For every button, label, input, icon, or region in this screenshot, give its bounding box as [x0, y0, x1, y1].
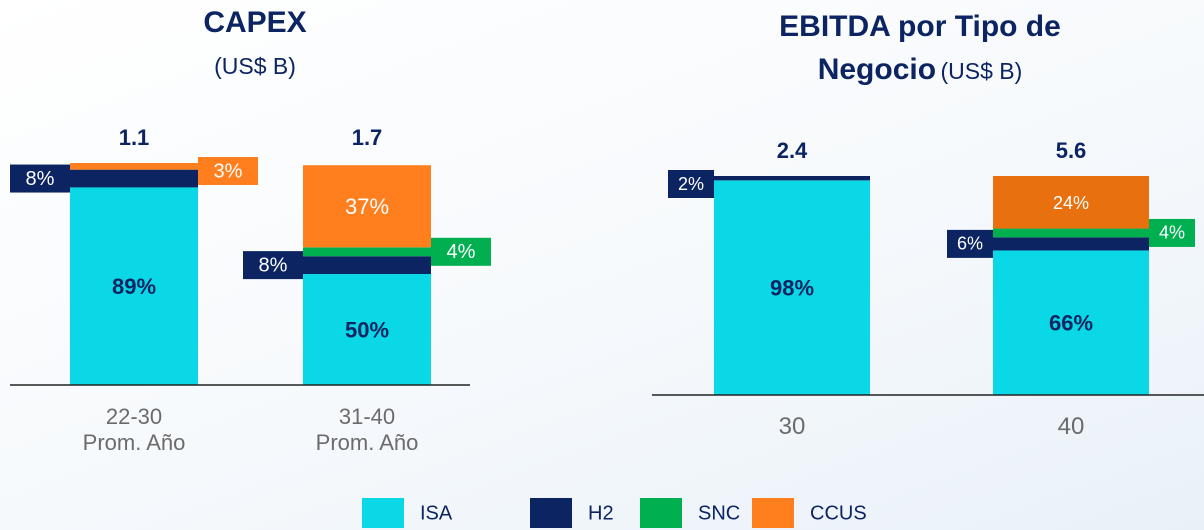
data-label: 2% — [678, 174, 704, 194]
chart-subtitle: (US$ B) — [214, 53, 296, 79]
data-label-box — [947, 229, 993, 258]
data-label-box — [243, 251, 303, 280]
legend-label: H2 — [588, 502, 614, 524]
total-label: 1.7 — [352, 125, 383, 150]
data-label-box — [198, 157, 258, 185]
legend-swatch — [640, 498, 682, 528]
bar-segment — [993, 250, 1149, 395]
data-label: 6% — [957, 234, 983, 254]
total-label: 1.1 — [119, 125, 150, 150]
title-block: CAPEX (US$ B) — [140, 4, 370, 89]
bar-segment — [70, 187, 198, 385]
data-label-box — [668, 170, 714, 198]
bar-segment — [303, 274, 431, 385]
x-tick-label: 30 — [779, 413, 806, 440]
data-label: 3% — [214, 160, 243, 182]
bar-segment — [714, 180, 870, 395]
chart-title: CAPEX — [203, 6, 307, 39]
bar-segment — [70, 169, 198, 188]
chart-title: EBITDA por Tipo de Negocio — [779, 10, 1061, 86]
title-block: EBITDA por Tipo de Negocio (US$ B) — [770, 8, 1070, 94]
legend-swatch — [362, 498, 404, 528]
data-label: 4% — [447, 241, 476, 263]
data-label-box — [1149, 218, 1195, 247]
legend-swatch — [530, 498, 572, 528]
bar-segment — [993, 228, 1149, 238]
bar-segment — [993, 237, 1149, 251]
total-label: 5.6 — [1056, 138, 1087, 163]
data-label: 24% — [1053, 193, 1089, 213]
x-tick-label: 40 — [1058, 413, 1085, 440]
data-label: 8% — [26, 168, 55, 190]
bar-segment — [714, 176, 870, 181]
legend-label: ISA — [420, 502, 453, 524]
bar-segment — [303, 247, 431, 257]
data-label-box — [431, 237, 491, 266]
bar-segment — [303, 256, 431, 274]
data-label: 98% — [770, 276, 814, 301]
data-label-box — [10, 164, 70, 193]
legend-label: CCUS — [810, 502, 867, 524]
x-tick-label: 22-30 Prom. Año — [83, 404, 186, 455]
legend-swatch — [752, 498, 794, 528]
data-label: 50% — [345, 317, 389, 342]
bar-segment — [303, 165, 431, 248]
legend-label: SNC — [698, 502, 740, 524]
bar-segment — [70, 163, 198, 170]
x-tick-label: 31-40 Prom. Año — [316, 404, 419, 455]
data-label: 4% — [1159, 223, 1185, 243]
bar-segment — [993, 176, 1149, 229]
total-label: 2.4 — [777, 138, 808, 163]
data-label: 8% — [259, 254, 288, 276]
chart-subtitle: (US$ B) — [940, 58, 1023, 84]
data-label: 37% — [345, 194, 389, 219]
data-label: 89% — [112, 274, 156, 299]
data-label: 66% — [1049, 311, 1093, 336]
